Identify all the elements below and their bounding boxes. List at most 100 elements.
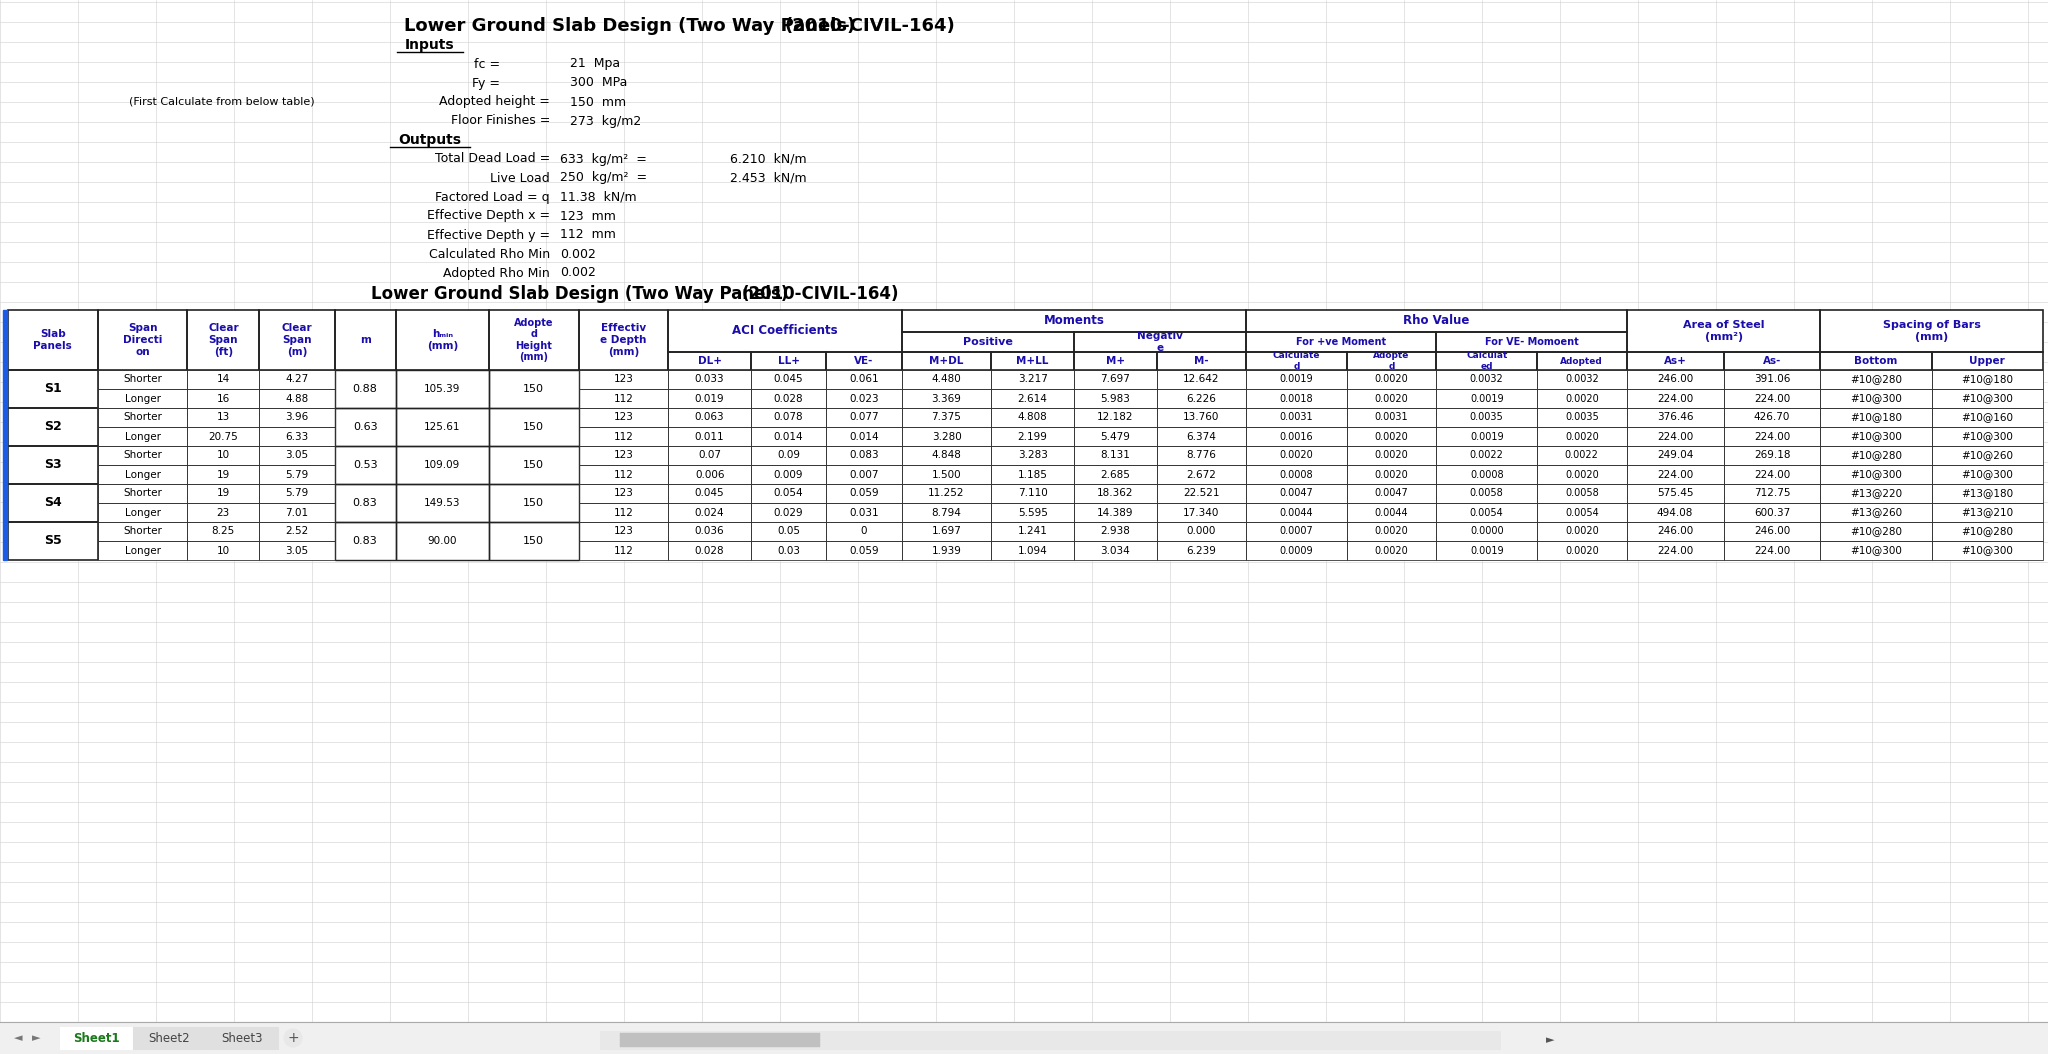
Bar xyxy=(1247,352,1348,370)
Text: 3.280: 3.280 xyxy=(932,431,961,442)
Text: 13.760: 13.760 xyxy=(1184,412,1219,423)
Text: 0.0020: 0.0020 xyxy=(1565,393,1599,404)
Bar xyxy=(580,389,668,408)
Text: 0.0020: 0.0020 xyxy=(1565,546,1599,555)
Bar xyxy=(8,370,98,408)
Text: S4: S4 xyxy=(43,496,61,509)
Text: 2.453  kN/m: 2.453 kN/m xyxy=(729,172,807,184)
Text: Floor Finishes =: Floor Finishes = xyxy=(451,115,551,128)
Text: 10: 10 xyxy=(217,546,229,555)
Bar xyxy=(8,310,98,370)
Text: ►: ► xyxy=(1546,1035,1554,1045)
Text: 7.01: 7.01 xyxy=(285,507,309,518)
Text: #10@300: #10@300 xyxy=(1849,546,1903,555)
Text: As+: As+ xyxy=(1663,356,1688,366)
Bar xyxy=(395,370,489,408)
Bar xyxy=(98,503,188,522)
Bar xyxy=(1821,484,1931,503)
Bar xyxy=(901,541,991,560)
Bar xyxy=(1073,446,1157,465)
Text: #13@180: #13@180 xyxy=(1962,488,2013,499)
Bar xyxy=(752,427,825,446)
Bar xyxy=(188,465,260,484)
Bar xyxy=(1348,446,1436,465)
Bar xyxy=(1821,389,1931,408)
Text: 0.0020: 0.0020 xyxy=(1280,450,1313,461)
Text: 11.252: 11.252 xyxy=(928,488,965,499)
Text: VE-: VE- xyxy=(854,356,874,366)
Text: 150  mm: 150 mm xyxy=(569,96,627,109)
Text: 633  kg/m²  =: 633 kg/m² = xyxy=(559,153,647,165)
Bar xyxy=(1626,503,1724,522)
Bar xyxy=(1931,446,2044,465)
Bar xyxy=(1157,503,1247,522)
Text: 0.0020: 0.0020 xyxy=(1374,393,1409,404)
Text: 0.0007: 0.0007 xyxy=(1280,527,1313,536)
Text: Shorter: Shorter xyxy=(123,488,162,499)
Bar xyxy=(1247,541,1348,560)
Bar xyxy=(1821,389,1931,408)
Text: 575.45: 575.45 xyxy=(1657,488,1694,499)
Bar xyxy=(668,503,752,522)
Text: Outputs: Outputs xyxy=(399,133,461,147)
Text: DL+: DL+ xyxy=(698,356,721,366)
Text: 0.0000: 0.0000 xyxy=(1470,527,1503,536)
Text: #10@180: #10@180 xyxy=(1849,412,1903,423)
Bar xyxy=(8,484,98,522)
Bar xyxy=(98,370,188,389)
Text: 1.500: 1.500 xyxy=(932,469,961,480)
Text: 6.226: 6.226 xyxy=(1186,393,1217,404)
Text: Longer: Longer xyxy=(125,546,160,555)
Bar xyxy=(1536,408,1626,427)
Bar xyxy=(8,370,98,408)
Bar xyxy=(1931,408,2044,427)
Bar xyxy=(1821,446,1931,465)
Text: 0.0019: 0.0019 xyxy=(1470,393,1503,404)
Text: 0.011: 0.011 xyxy=(694,431,725,442)
Text: 109.09: 109.09 xyxy=(424,460,461,470)
Bar xyxy=(1157,484,1247,503)
Bar xyxy=(901,484,991,503)
Bar xyxy=(1073,352,1157,370)
Text: Shorter: Shorter xyxy=(123,450,162,461)
Text: 0.036: 0.036 xyxy=(694,527,725,536)
Text: Total Dead Load =: Total Dead Load = xyxy=(434,153,551,165)
Bar xyxy=(260,484,334,503)
Text: Adopted height =: Adopted height = xyxy=(438,96,551,109)
Bar xyxy=(991,446,1073,465)
Text: 20.75: 20.75 xyxy=(209,431,238,442)
Text: 712.75: 712.75 xyxy=(1753,488,1790,499)
Text: Longer: Longer xyxy=(125,393,160,404)
Bar xyxy=(2,310,6,560)
Bar xyxy=(991,352,1073,370)
Bar xyxy=(98,484,188,503)
Bar xyxy=(98,389,188,408)
Bar xyxy=(1626,541,1724,560)
Bar xyxy=(1348,465,1436,484)
Bar xyxy=(1724,408,1821,427)
Bar xyxy=(580,370,668,389)
Text: 1.939: 1.939 xyxy=(932,546,961,555)
Text: 0.0058: 0.0058 xyxy=(1470,488,1503,499)
Text: 17.340: 17.340 xyxy=(1184,507,1219,518)
Text: #10@300: #10@300 xyxy=(1849,393,1903,404)
Bar xyxy=(752,503,825,522)
Bar xyxy=(991,370,1073,389)
Text: 123  mm: 123 mm xyxy=(559,210,616,222)
Text: 0.0032: 0.0032 xyxy=(1565,374,1599,385)
Bar xyxy=(334,522,395,560)
Bar xyxy=(1157,446,1247,465)
Text: 0.0018: 0.0018 xyxy=(1280,393,1313,404)
Text: 0.88: 0.88 xyxy=(352,384,377,394)
Bar xyxy=(1348,446,1436,465)
Text: For VE- Momoent: For VE- Momoent xyxy=(1485,337,1579,347)
Text: 0.0020: 0.0020 xyxy=(1374,469,1409,480)
Text: LL+: LL+ xyxy=(778,356,799,366)
Bar xyxy=(1348,408,1436,427)
Bar xyxy=(1536,465,1626,484)
Bar xyxy=(1247,522,1348,541)
Bar xyxy=(752,389,825,408)
Bar xyxy=(1821,522,1931,541)
Bar xyxy=(260,408,334,427)
Bar xyxy=(901,310,1247,332)
